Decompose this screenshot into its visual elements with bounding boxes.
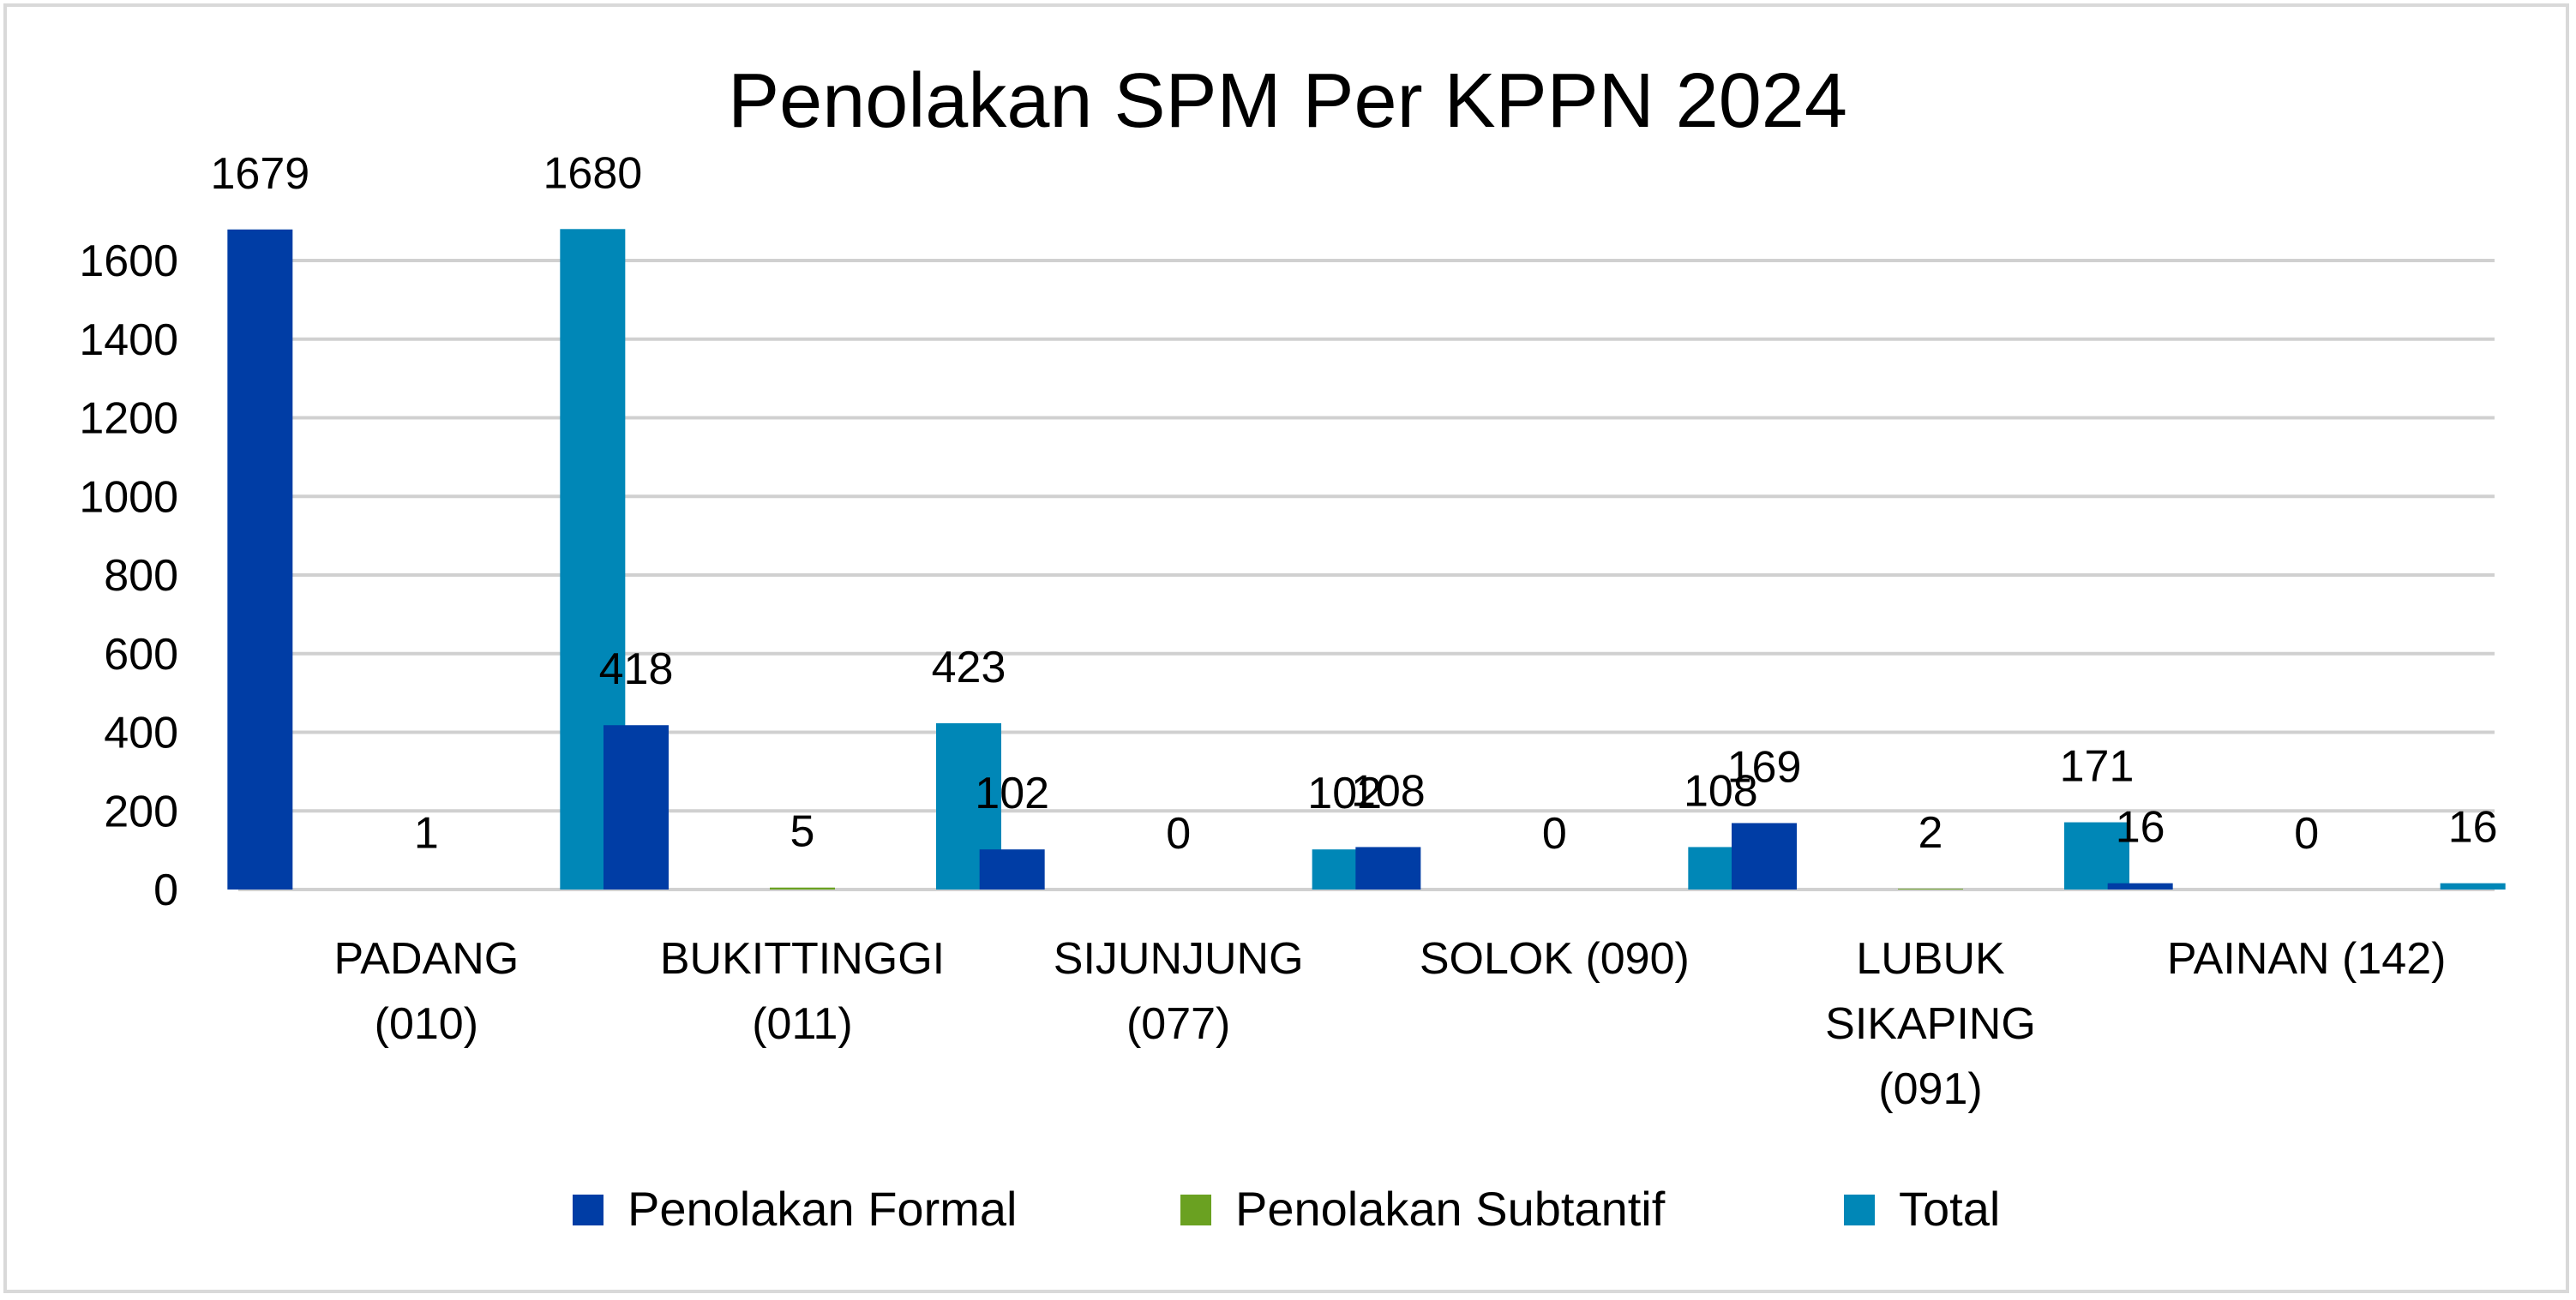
- y-tick-label: 0: [153, 866, 178, 915]
- x-category-label-line: (010): [375, 999, 478, 1049]
- bar-formal: [603, 725, 669, 890]
- legend-label: Total: [1899, 1182, 2000, 1236]
- data-label: 0: [1542, 809, 1567, 859]
- bar-formal: [2107, 883, 2173, 890]
- bar-total: [2064, 822, 2129, 890]
- y-tick-label: 600: [104, 630, 178, 680]
- x-category-label: SOLOK (090): [1420, 934, 1690, 984]
- y-tick-label: 1400: [79, 315, 178, 365]
- data-label: 102: [975, 769, 1049, 818]
- legend-label: Penolakan Formal: [627, 1182, 1017, 1236]
- x-category-label-line: PADANG: [333, 934, 519, 984]
- data-label: 1679: [210, 149, 309, 199]
- y-tick-label: 1600: [79, 237, 178, 286]
- data-label: 5: [790, 807, 815, 857]
- legend-swatch: [1180, 1195, 1211, 1225]
- labels-layer: 1679 1 1680 PADANG (010) 418 5 423 BUKITTINGGI (0…: [210, 148, 2497, 1114]
- y-tick-label: 200: [104, 787, 178, 836]
- x-category-label-line: BUKITTINGGI: [660, 934, 945, 984]
- x-category-label-line: SIKAPING: [1825, 999, 2036, 1049]
- x-category-label-line: (091): [1878, 1064, 1982, 1114]
- x-category-label: PADANG (010): [333, 934, 519, 1049]
- legend-swatch: [1844, 1195, 1875, 1225]
- bar-formal: [227, 229, 293, 890]
- y-tick-label: 1000: [79, 472, 178, 522]
- x-category-label-line: SOLOK (090): [1420, 934, 1690, 984]
- y-tick-label: 800: [104, 551, 178, 601]
- x-category-label: SIJUNJUNG (077): [1054, 934, 1304, 1049]
- data-label: 169: [1727, 742, 1802, 792]
- legend-label: Penolakan Subtantif: [1235, 1182, 1666, 1236]
- x-category-label-line: (011): [752, 999, 853, 1049]
- data-label: 423: [932, 643, 1006, 692]
- x-category-label-line: LUBUK: [1856, 934, 2005, 984]
- data-label: 16: [2448, 803, 2498, 853]
- bar-formal: [979, 849, 1045, 890]
- bar-formal: [1732, 823, 1797, 890]
- legend: Penolakan Formal Penolakan Subtantif Total: [573, 1182, 2000, 1236]
- y-tick-label: 400: [104, 709, 178, 758]
- x-category-label-line: (077): [1126, 999, 1230, 1049]
- data-label: 102: [1307, 769, 1382, 818]
- bar-subtantif: [770, 887, 835, 890]
- chart-frame: [3, 3, 2569, 1293]
- bar-formal: [1355, 847, 1421, 890]
- data-label: 1680: [543, 148, 642, 198]
- data-label: 0: [2294, 809, 2319, 859]
- chart-title: Penolakan SPM Per KPPN 2024: [728, 58, 1847, 144]
- x-category-label-line: PAINAN (142): [2167, 934, 2447, 984]
- data-label: 2: [1918, 808, 1943, 858]
- x-category-label: PAINAN (142): [2167, 934, 2447, 984]
- bar-subtantif: [1898, 889, 1963, 890]
- x-category-label: BUKITTINGGI (011): [660, 934, 945, 1049]
- x-category-label: LUBUK SIKAPING (091): [1825, 934, 2036, 1114]
- data-label: 16: [2116, 803, 2165, 853]
- legend-swatch: [573, 1195, 603, 1225]
- data-label: 0: [1166, 809, 1191, 859]
- data-label: 108: [1351, 766, 1426, 816]
- data-label: 108: [1684, 766, 1758, 816]
- data-label: 418: [599, 644, 674, 694]
- data-label: 171: [2060, 742, 2135, 792]
- data-label: 1: [414, 809, 439, 859]
- y-tick-label: 1200: [79, 394, 178, 444]
- bars-layer: [227, 229, 2506, 890]
- x-category-label-line: SIJUNJUNG: [1054, 934, 1304, 984]
- bar-total: [2440, 883, 2506, 890]
